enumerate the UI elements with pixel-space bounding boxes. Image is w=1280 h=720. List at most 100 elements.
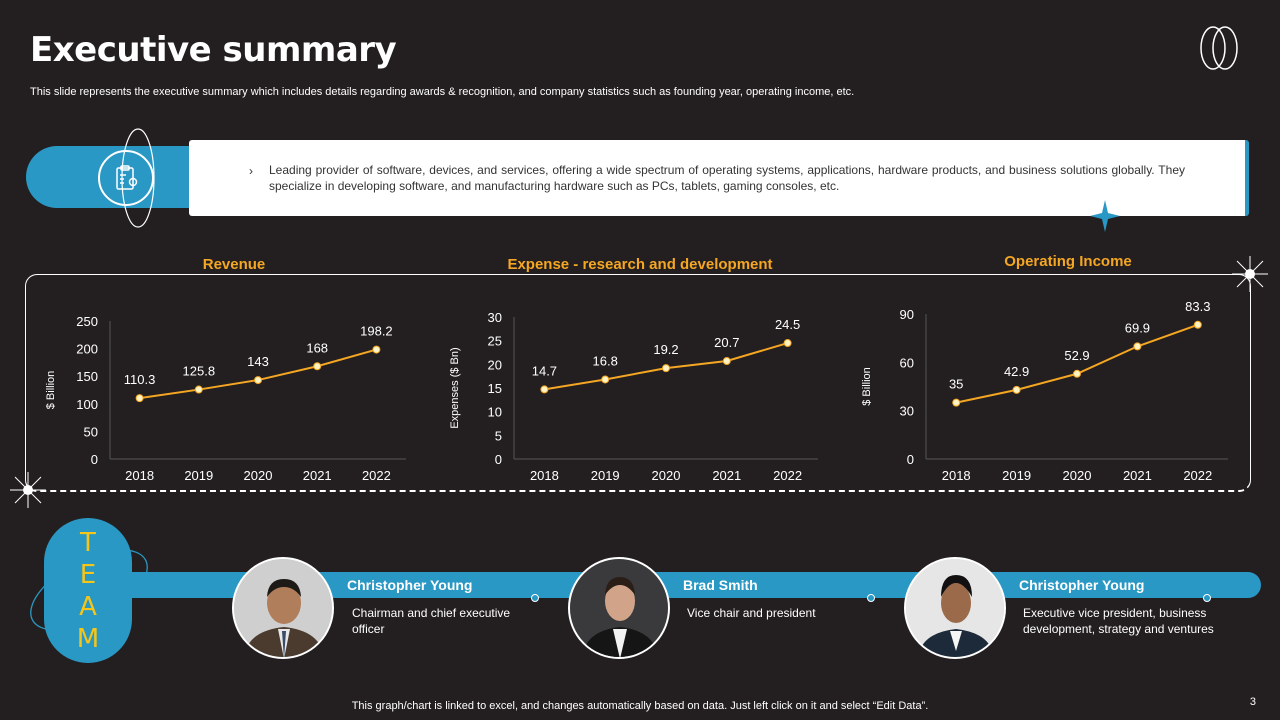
y-tick-label: 100 xyxy=(76,397,98,412)
y-tick-label: 0 xyxy=(495,452,502,467)
data-label: 125.8 xyxy=(183,364,216,379)
data-label: 24.5 xyxy=(775,317,800,332)
y-tick-label: 0 xyxy=(91,452,98,467)
data-point xyxy=(372,345,381,354)
y-axis-label: Expenses ($ Bn) xyxy=(449,347,461,428)
data-point xyxy=(194,385,203,394)
y-tick-label: 30 xyxy=(900,404,914,419)
footer-note: This graph/chart is linked to excel, and… xyxy=(351,700,929,712)
data-point xyxy=(1073,369,1081,378)
x-tick-label: 2022 xyxy=(773,468,802,483)
y-tick-label: 0 xyxy=(907,452,914,467)
series-line xyxy=(955,323,1199,404)
y-tick-label: 20 xyxy=(488,357,502,372)
timeline-dot xyxy=(867,594,875,602)
x-tick-label: 2022 xyxy=(362,468,391,483)
avatar xyxy=(568,557,670,659)
team-letter: M xyxy=(76,623,100,654)
y-tick-label: 15 xyxy=(488,381,502,396)
member-name: Brad Smith xyxy=(683,577,758,593)
revenue-line-chart: 0 50 100 150 200 250 2018 2019 2020 2021 2022 $ Bil… xyxy=(45,314,406,483)
x-tick-label: 2021 xyxy=(1123,468,1152,483)
intro-text-box: › Leading provider of software, devices,… xyxy=(189,140,1249,216)
intro-text: Leading provider of software, devices, a… xyxy=(269,163,1185,193)
avatar xyxy=(232,557,334,659)
x-tick-label: 2018 xyxy=(125,468,154,483)
clipboard-icon xyxy=(98,150,154,206)
x-tick-label: 2019 xyxy=(184,468,213,483)
team-letter: T xyxy=(80,527,96,558)
page-number: 3 xyxy=(1249,696,1256,708)
y-tick-label: 10 xyxy=(488,405,502,420)
y-tick-label: 250 xyxy=(76,314,98,329)
y-axis-label: $ Billion xyxy=(861,367,873,406)
y-tick-label: 5 xyxy=(495,428,502,443)
data-point xyxy=(313,362,322,371)
x-tick-label: 2022 xyxy=(1183,468,1212,483)
data-point xyxy=(722,357,731,366)
data-point xyxy=(1012,385,1021,394)
slide-subtitle: This slide represents the executive summ… xyxy=(30,86,855,98)
brand-logo-icon xyxy=(1200,26,1238,70)
data-point xyxy=(254,376,262,385)
x-tick-label: 2019 xyxy=(1002,468,1031,483)
expense-line-chart: 0 5 10 15 20 25 30 2018 2019 2020 2021 2022 Expenses… xyxy=(449,310,818,483)
y-tick-label: 50 xyxy=(84,424,98,439)
y-tick-label: 90 xyxy=(900,307,914,322)
bullet-chevron-icon: › xyxy=(249,164,253,178)
data-label: 83.3 xyxy=(1185,299,1210,314)
x-tick-label: 2020 xyxy=(652,468,681,483)
data-label: 20.7 xyxy=(714,335,739,350)
data-point xyxy=(601,375,610,384)
data-point xyxy=(1133,342,1142,351)
data-label: 143 xyxy=(247,354,269,369)
data-label: 35 xyxy=(949,377,963,392)
x-tick-label: 2019 xyxy=(591,468,620,483)
chart-title-revenue: Revenue xyxy=(202,256,266,273)
timeline-dot xyxy=(1203,594,1211,602)
y-tick-label: 200 xyxy=(76,342,98,357)
data-label: 168 xyxy=(306,340,328,355)
data-point xyxy=(1193,320,1202,329)
member-name: Christopher Young xyxy=(1019,577,1145,593)
operating-income-line-chart: 0 30 60 90 2018 2019 2020 2021 2022 $ Billion 35 42… xyxy=(861,299,1228,483)
x-tick-label: 2018 xyxy=(942,468,971,483)
y-tick-label: 150 xyxy=(76,369,98,384)
member-role: Chairman and chief executive officer xyxy=(352,606,511,636)
team-letter: E xyxy=(79,559,97,590)
x-tick-label: 2020 xyxy=(244,468,273,483)
starburst-icon xyxy=(10,472,46,508)
data-point xyxy=(662,364,670,373)
data-point xyxy=(783,339,792,348)
starburst-icon xyxy=(1232,256,1268,292)
data-label: 110.3 xyxy=(124,372,156,387)
data-point xyxy=(952,398,961,407)
x-tick-label: 2021 xyxy=(303,468,332,483)
data-label: 14.7 xyxy=(532,363,557,378)
y-tick-label: 25 xyxy=(488,334,502,349)
slide-title: Executive summary xyxy=(30,30,397,70)
data-label: 198.2 xyxy=(360,324,393,339)
member-name: Christopher Young xyxy=(347,577,473,593)
chart-title-expense: Expense - research and development xyxy=(507,256,773,273)
data-point xyxy=(135,394,144,403)
data-label: 19.2 xyxy=(653,342,678,357)
team-label: T E A M xyxy=(44,518,132,663)
member-role: Vice chair and president xyxy=(687,606,816,620)
x-tick-label: 2020 xyxy=(1063,468,1092,483)
team-letter: A xyxy=(79,591,97,622)
data-label: 52.9 xyxy=(1064,348,1089,363)
data-label: 69.9 xyxy=(1125,320,1150,335)
avatar xyxy=(904,557,1006,659)
charts-frame xyxy=(25,274,1251,492)
data-label: 42.9 xyxy=(1004,364,1029,379)
x-tick-label: 2021 xyxy=(712,468,741,483)
y-tick-label: 30 xyxy=(488,310,502,325)
x-tick-label: 2018 xyxy=(530,468,559,483)
member-role: Executive vice president, business devel… xyxy=(1023,606,1214,636)
y-axis-label: $ Billion xyxy=(45,371,57,410)
data-label: 16.8 xyxy=(593,353,618,368)
y-tick-label: 60 xyxy=(900,355,914,370)
chart-title-operating-income: Operating Income xyxy=(1004,253,1132,270)
sparkle-icon xyxy=(1090,200,1120,232)
